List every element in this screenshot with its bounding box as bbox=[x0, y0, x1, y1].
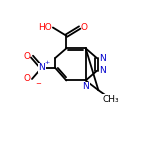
Text: +: + bbox=[44, 60, 50, 65]
Text: N: N bbox=[82, 82, 89, 91]
Text: N: N bbox=[99, 66, 106, 75]
Text: O: O bbox=[24, 74, 31, 83]
Text: CH₃: CH₃ bbox=[103, 95, 119, 104]
Text: N: N bbox=[99, 54, 106, 63]
Text: −: − bbox=[36, 81, 42, 87]
Text: O: O bbox=[24, 52, 31, 61]
Text: N: N bbox=[38, 63, 45, 72]
Text: HO: HO bbox=[38, 23, 52, 32]
Text: O: O bbox=[81, 23, 88, 32]
